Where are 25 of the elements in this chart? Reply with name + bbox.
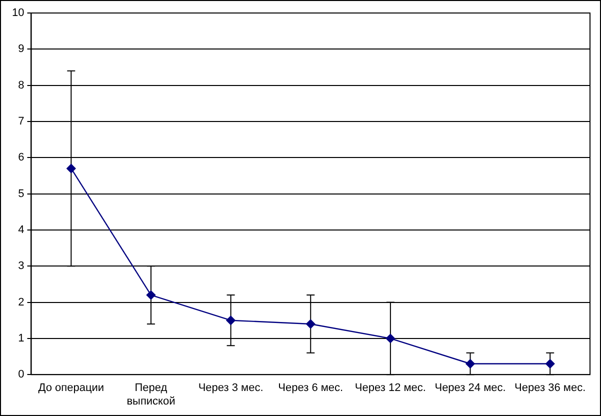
x-tick-label: Перед выпиской <box>126 382 176 408</box>
y-tick-label: 10 <box>12 7 24 20</box>
x-tick-label: Через 12 мес. <box>354 382 426 394</box>
y-tick-label: 7 <box>18 116 24 128</box>
x-tick-label: Через 36 мес. <box>514 382 586 394</box>
x-tick-label: Через 6 мес. <box>278 382 344 394</box>
y-tick-label: 6 <box>18 152 24 164</box>
point <box>306 319 316 329</box>
y-tick-label: 2 <box>18 296 24 308</box>
y-tick-label: 5 <box>18 188 24 200</box>
point <box>226 316 236 325</box>
y-tick-label: 4 <box>18 224 24 236</box>
y-tick-label: 3 <box>18 260 24 272</box>
point <box>386 334 396 344</box>
point <box>545 359 555 368</box>
x-tick-label: Через 3 мес. <box>198 382 264 394</box>
y-tick-label: 1 <box>18 332 24 344</box>
x-tick-label: Через 24 мес. <box>434 382 506 394</box>
point <box>146 290 156 300</box>
x-tick-label: До операции <box>38 382 104 394</box>
y-tick-label: 8 <box>18 79 24 92</box>
point <box>66 164 76 174</box>
y-tick-label: 0 <box>18 368 24 381</box>
y-tick-label: 9 <box>18 43 24 56</box>
point <box>466 359 475 368</box>
